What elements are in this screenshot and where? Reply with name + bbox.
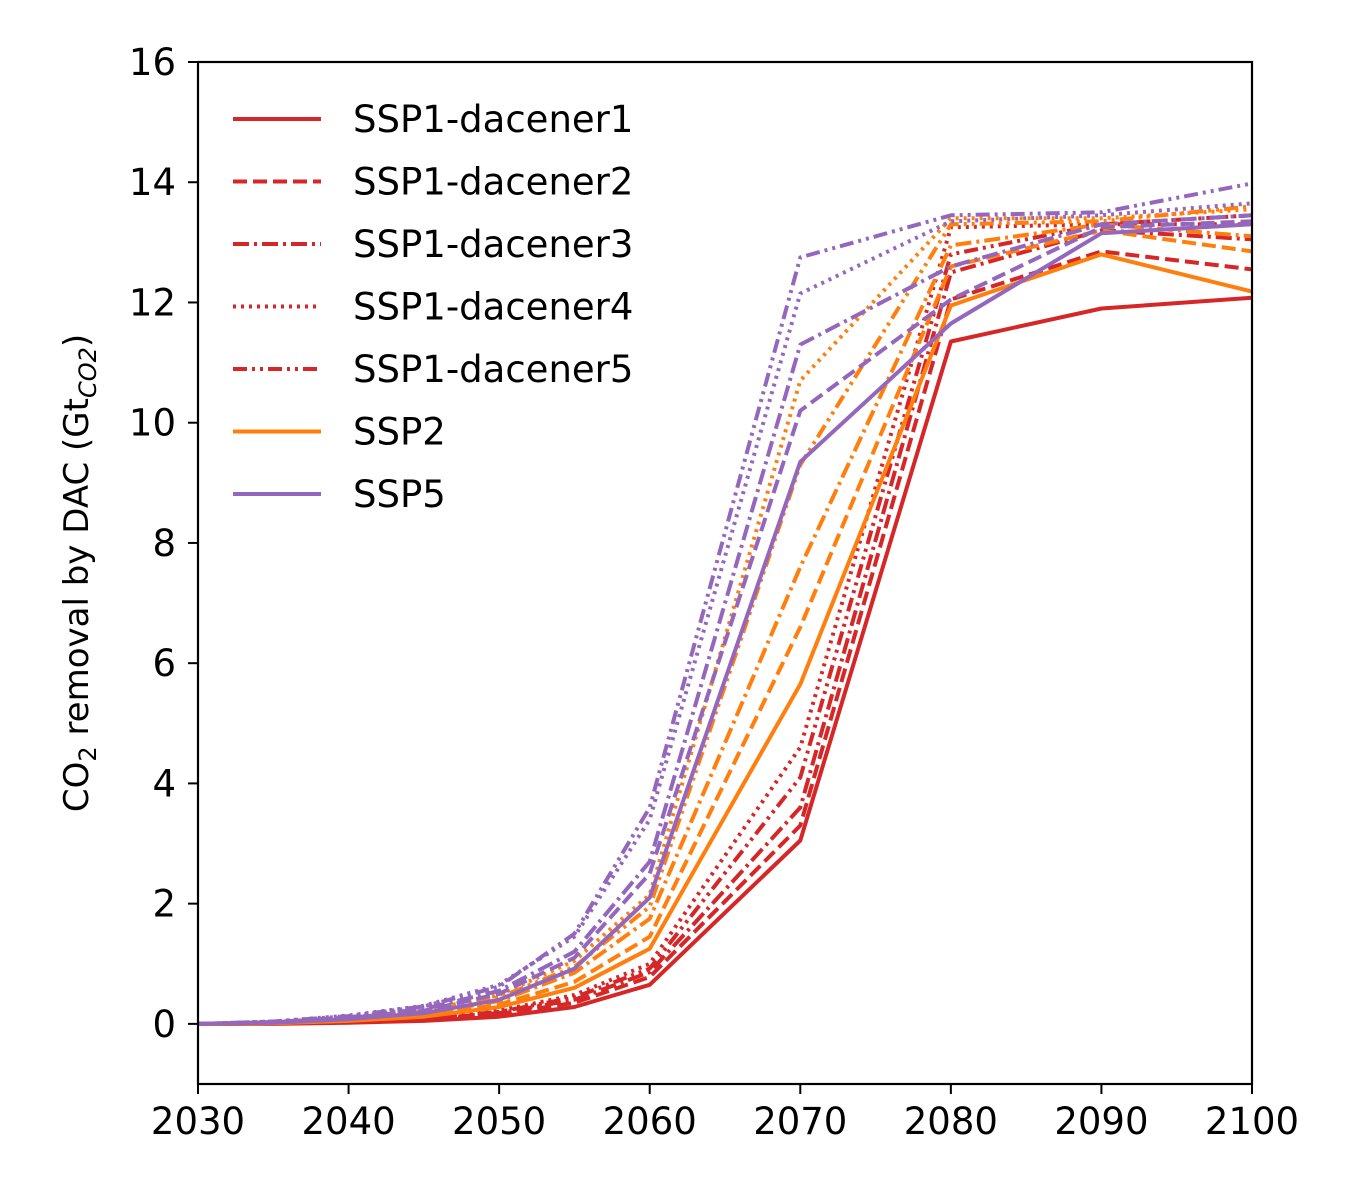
y-axis-label-sub2: CO2 [74, 347, 102, 398]
x-tick-label-2100: 2100 [1205, 1100, 1299, 1143]
plot-frame [196, 60, 1254, 1086]
y-axis-label-sub1: 2 [74, 746, 102, 761]
legend: SSP1-dacener1 SSP1-dacener2 SSP1-dacener3 S… [233, 98, 633, 516]
x-tick-label-2040: 2040 [301, 1100, 395, 1143]
y-axis-label-suffix: ) [57, 334, 97, 347]
y-axis-label-middle: removal by DAC (Gt [57, 398, 97, 746]
x-tick-label-2030: 2030 [151, 1100, 245, 1143]
y-tick-label-12: 12 [129, 281, 176, 324]
legend-label-ssp1-dacener4: SSP1-dacener4 [353, 286, 633, 329]
x-axis: 2030 2040 2050 2060 2070 2080 2090 2100 [151, 1084, 1299, 1143]
legend-label-ssp1-dacener2: SSP1-dacener2 [353, 161, 633, 204]
series-line-ssp2-dotted-8 [198, 207, 1252, 1026]
legend-label-ssp1-dacener5: SSP1-dacener5 [353, 348, 633, 391]
y-axis: 0 2 4 6 8 10 12 14 16 [129, 41, 198, 1046]
y-tick-label-8: 8 [152, 522, 176, 565]
legend-label-ssp2: SSP2 [353, 411, 446, 454]
x-tick-label-2080: 2080 [904, 1100, 998, 1143]
y-axis-label: CO2 removal by DAC (GtCO2) [57, 334, 102, 812]
x-tick-label-2070: 2070 [753, 1100, 847, 1143]
series-layer [198, 181, 1252, 1026]
y-tick-label-6: 6 [152, 642, 176, 685]
y-tick-label-0: 0 [152, 1003, 176, 1046]
series-line-ssp1-dacener4-dotted-3 [198, 222, 1252, 1026]
legend-label-ssp5: SSP5 [353, 473, 446, 516]
x-tick-label-2060: 2060 [603, 1100, 697, 1143]
series-line-ssp5-dotted-13 [198, 201, 1252, 1026]
y-tick-label-14: 14 [129, 161, 176, 204]
x-tick-label-2090: 2090 [1054, 1100, 1148, 1143]
y-axis-label-prefix: CO [57, 762, 97, 813]
y-tick-label-10: 10 [129, 402, 176, 445]
legend-label-ssp1-dacener1: SSP1-dacener1 [353, 98, 633, 141]
y-tick-label-2: 2 [152, 883, 176, 926]
series-line-ssp5-dashdotdot-14 [198, 181, 1252, 1026]
x-tick-label-2050: 2050 [452, 1100, 546, 1143]
legend-label-ssp1-dacener3: SSP1-dacener3 [353, 223, 633, 266]
y-tick-label-4: 4 [152, 762, 176, 805]
y-tick-label-16: 16 [129, 41, 176, 84]
